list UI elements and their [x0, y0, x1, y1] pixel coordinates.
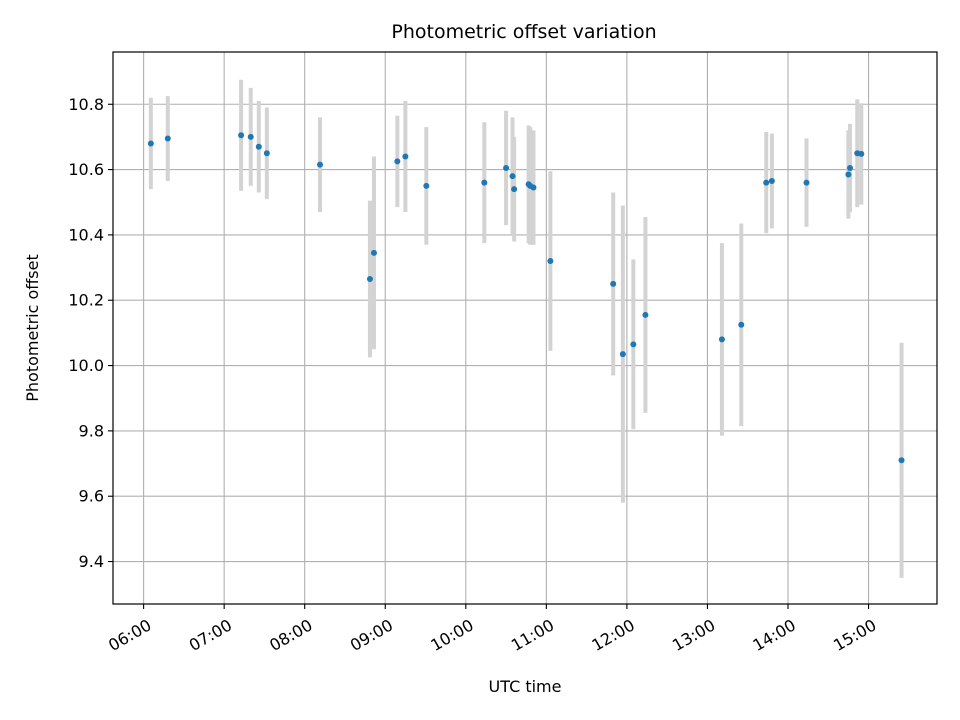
data-point: [402, 153, 409, 160]
y-tick-label: 10.0: [68, 356, 104, 375]
y-tick-label: 9.8: [79, 421, 104, 440]
chart-title: Photometric offset variation: [391, 21, 656, 43]
data-point: [530, 184, 537, 191]
y-tick-label: 9.6: [79, 487, 104, 506]
data-point: [619, 351, 626, 358]
data-point: [263, 150, 270, 157]
data-points: [147, 132, 905, 464]
plot-frame: [112, 51, 938, 605]
x-tick-label: 11:00: [508, 615, 557, 655]
data-point: [898, 457, 905, 464]
y-axis-title: Photometric offset: [23, 254, 42, 402]
data-point: [366, 276, 373, 283]
error-bars: [148, 79, 904, 578]
data-point: [503, 164, 510, 171]
data-point: [845, 171, 852, 178]
x-tick-label: 06:00: [105, 615, 154, 655]
data-point: [642, 311, 649, 318]
y-tick-label: 10.8: [68, 95, 104, 114]
data-point: [547, 258, 554, 265]
data-point: [481, 179, 488, 186]
data-point: [164, 135, 171, 142]
x-tick-label: 09:00: [347, 615, 396, 655]
data-point: [763, 179, 770, 186]
x-axis-title: UTC time: [489, 677, 562, 696]
y-axis-ticks: 9.4 9.6 9.8 10.0 10.2 10.4 10.6 10.8: [68, 95, 113, 571]
x-tick-label: 14:00: [750, 615, 799, 655]
x-tick-label: 12:00: [588, 615, 637, 655]
data-point: [317, 161, 324, 168]
data-point: [803, 179, 810, 186]
x-tick-label: 13:00: [669, 615, 718, 655]
y-tick-label: 10.4: [68, 225, 104, 244]
y-tick-label: 10.2: [68, 291, 104, 310]
data-point: [768, 178, 775, 185]
data-point: [610, 280, 617, 287]
data-point: [394, 158, 401, 165]
data-point: [247, 133, 254, 140]
data-point: [630, 341, 637, 348]
x-tick-label: 10:00: [427, 615, 476, 655]
data-point: [511, 186, 518, 193]
data-point: [718, 336, 725, 343]
data-point: [423, 182, 430, 189]
x-tick-label: 15:00: [830, 615, 879, 655]
data-point: [509, 173, 516, 180]
data-point: [858, 150, 865, 157]
y-tick-label: 9.4: [79, 552, 104, 571]
data-point: [147, 140, 154, 147]
data-point: [238, 132, 245, 139]
data-point: [847, 164, 854, 171]
x-axis-ticks: 06:00 07:00 08:00 09:00 10:00 11:00 12:00 13:00…: [105, 604, 880, 655]
data-point: [738, 321, 745, 328]
x-tick-label: 08:00: [266, 615, 315, 655]
data-point: [370, 249, 377, 256]
y-tick-label: 10.6: [68, 160, 104, 179]
x-tick-label: 07:00: [186, 615, 235, 655]
data-point: [255, 143, 262, 150]
grid-lines: [113, 52, 937, 604]
